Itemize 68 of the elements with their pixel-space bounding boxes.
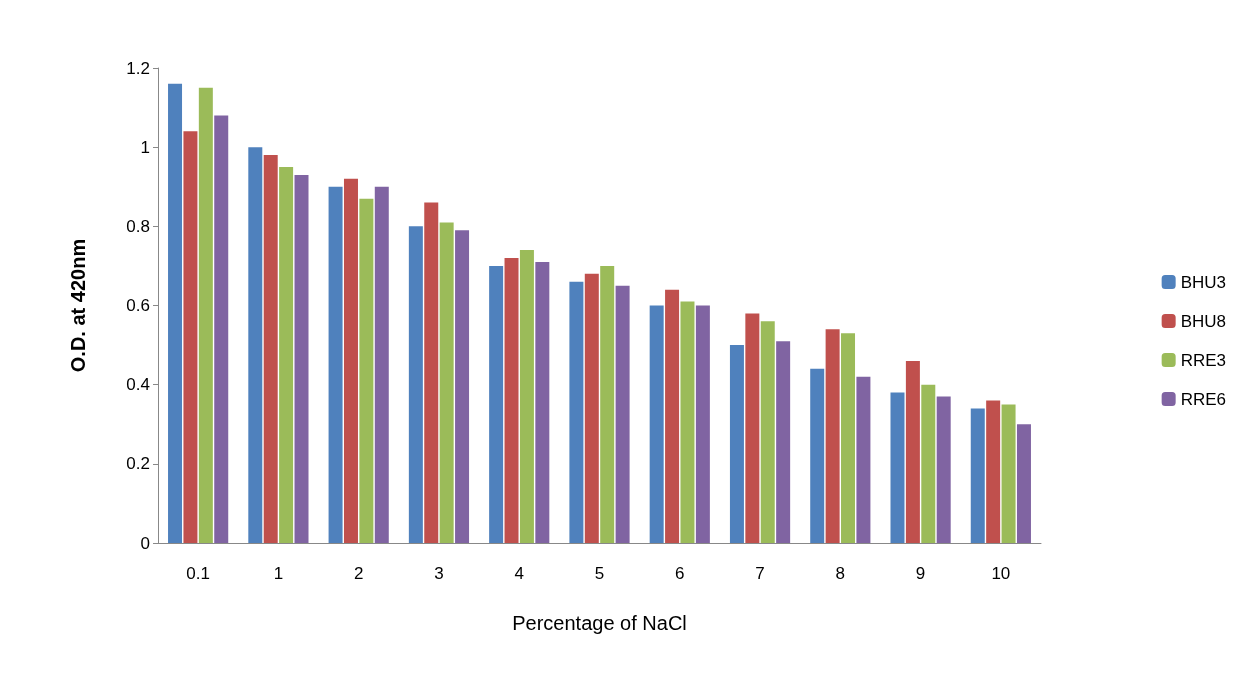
bar bbox=[841, 333, 856, 543]
bar bbox=[695, 305, 710, 543]
bar bbox=[279, 166, 294, 543]
bar bbox=[439, 222, 454, 543]
bar bbox=[519, 250, 534, 543]
bar bbox=[328, 186, 343, 543]
bar bbox=[294, 174, 309, 543]
bar bbox=[936, 396, 951, 543]
bar bbox=[1016, 424, 1031, 543]
y-tick-label: 0 bbox=[140, 533, 150, 553]
y-tick-label: 0.6 bbox=[126, 296, 150, 315]
x-tick-label: 3 bbox=[434, 564, 444, 583]
bar bbox=[856, 376, 871, 543]
bar bbox=[600, 265, 615, 543]
bar bbox=[183, 131, 198, 543]
bar bbox=[248, 147, 263, 543]
bar bbox=[615, 285, 630, 543]
y-tick-label: 0.4 bbox=[126, 375, 150, 395]
bar bbox=[905, 360, 920, 543]
y-tick-label: 0.8 bbox=[126, 216, 150, 236]
x-tick-label: 7 bbox=[755, 564, 765, 583]
bar bbox=[359, 198, 374, 543]
bar bbox=[424, 202, 439, 543]
bar bbox=[825, 329, 840, 543]
y-tick-label: 1 bbox=[140, 137, 150, 157]
bar bbox=[168, 83, 183, 543]
x-axis-title: Percentage of NaCl bbox=[512, 612, 687, 634]
bar bbox=[680, 301, 695, 543]
x-tick-label: 5 bbox=[594, 564, 605, 583]
bar bbox=[665, 289, 680, 543]
legend-label: RRE6 bbox=[1180, 389, 1227, 409]
x-tick-label: 6 bbox=[675, 564, 685, 583]
x-tick-label: 4 bbox=[514, 564, 524, 583]
bar bbox=[970, 408, 985, 543]
bar bbox=[263, 155, 278, 543]
bar bbox=[760, 321, 775, 543]
bar bbox=[214, 115, 229, 543]
legend-label: BHU3 bbox=[1180, 272, 1227, 292]
y-tick-label: 0.2 bbox=[126, 454, 150, 474]
bar bbox=[374, 186, 389, 543]
bar bbox=[504, 258, 519, 543]
bar bbox=[489, 265, 504, 543]
bar bbox=[584, 273, 599, 543]
bar bbox=[408, 226, 423, 543]
y-axis-title: O.D. at 420nm bbox=[67, 238, 89, 373]
bar bbox=[921, 384, 936, 543]
bar bbox=[455, 230, 470, 543]
y-tick-label: 1.2 bbox=[126, 58, 150, 78]
x-tick-label: 0.1 bbox=[186, 564, 210, 583]
bar bbox=[729, 345, 744, 543]
bar bbox=[776, 341, 791, 543]
bar bbox=[343, 178, 358, 543]
legend-label: BHU8 bbox=[1180, 311, 1227, 331]
legend-label: RRE3 bbox=[1180, 350, 1227, 370]
x-tick-label: 8 bbox=[835, 564, 846, 583]
x-tick-label: 10 bbox=[991, 564, 1011, 583]
bar bbox=[745, 313, 760, 543]
bar bbox=[890, 392, 905, 543]
bar bbox=[810, 368, 825, 543]
bar bbox=[198, 87, 213, 543]
bar bbox=[535, 261, 550, 543]
bar bbox=[569, 281, 584, 543]
bar bbox=[649, 305, 664, 543]
x-tick-label: 9 bbox=[915, 564, 926, 583]
bar bbox=[986, 400, 1001, 543]
x-tick-label: 1 bbox=[273, 564, 284, 583]
x-tick-label: 2 bbox=[353, 564, 364, 583]
bar bbox=[1001, 404, 1016, 543]
